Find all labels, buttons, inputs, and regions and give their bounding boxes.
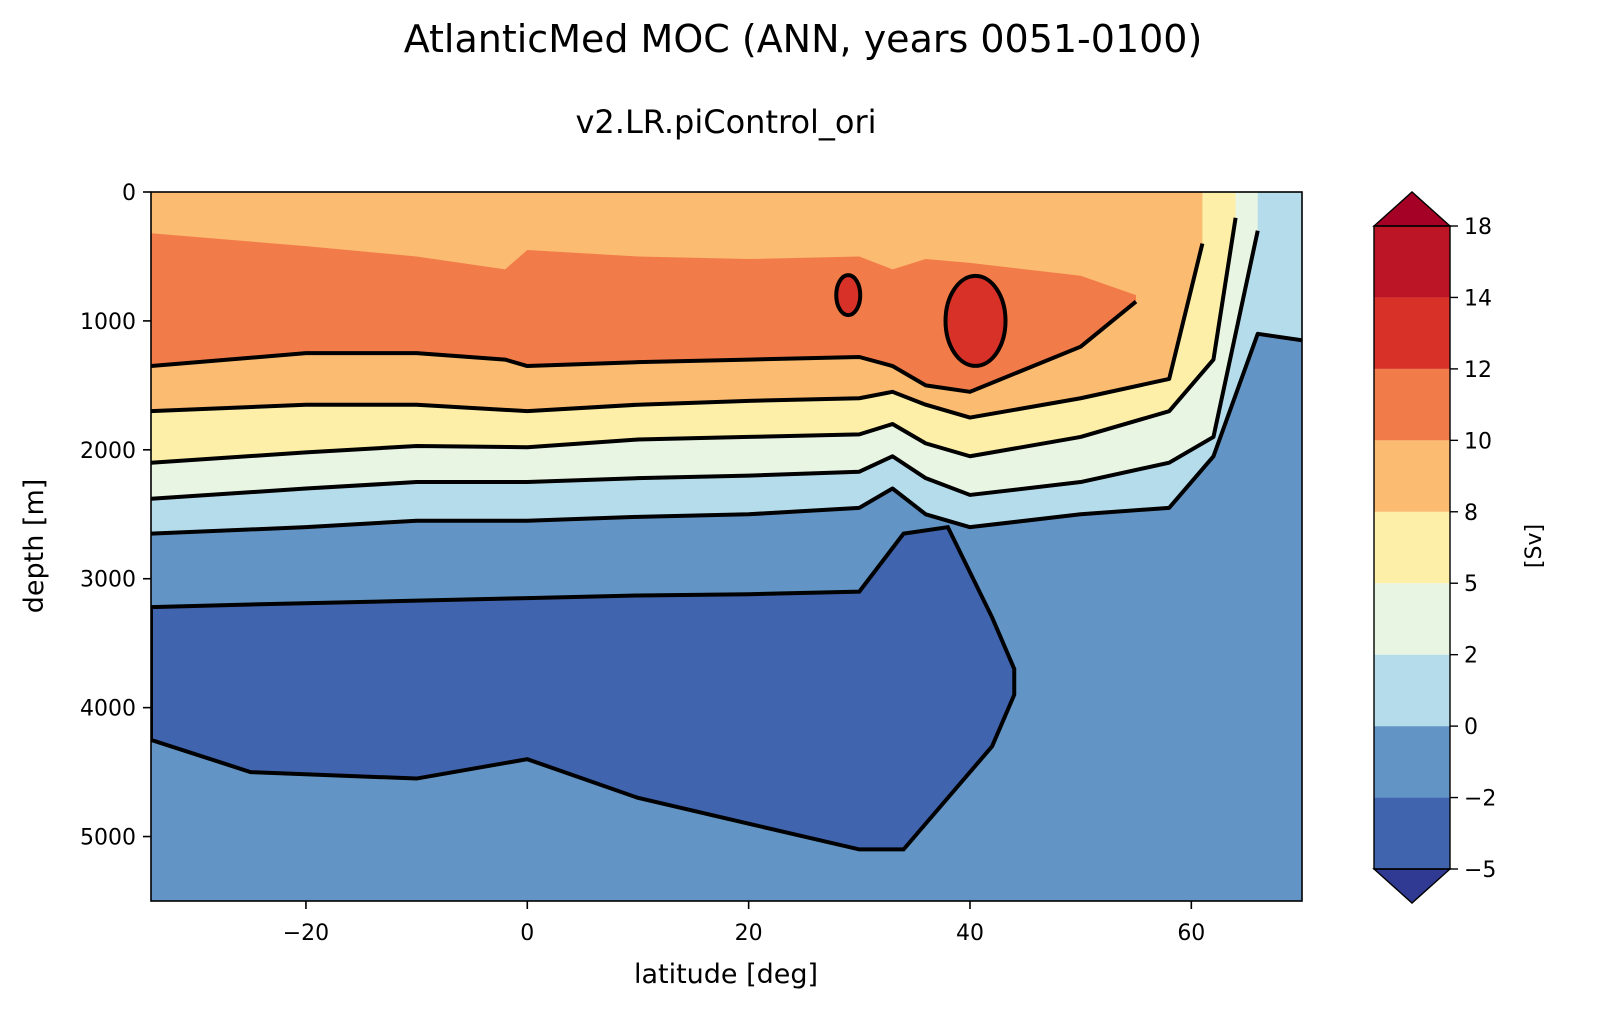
colorbar-tick-label: 12 [1464, 358, 1492, 383]
colorbar-segment [1374, 583, 1450, 655]
colorbar-tick-label: 18 [1464, 215, 1492, 240]
colorbar-tick-label: 2 [1464, 644, 1478, 669]
y-tick-label: 4000 [80, 697, 136, 722]
contour-line-10 [151, 300, 1138, 394]
y-axis-label: depth [m] [19, 479, 50, 614]
y-tick-label: 5000 [80, 826, 136, 851]
colorbar-tick-label: 5 [1464, 572, 1478, 597]
colorbar-tick-label: −2 [1464, 787, 1496, 812]
plot-area [151, 192, 1302, 901]
x-tick-label: 20 [735, 921, 763, 946]
contour-line-8 [151, 243, 1205, 420]
colorbar: −5 −2 0 2 5 8 10 12 14 18 [1372, 191, 1496, 904]
plot-frame [150, 191, 1303, 902]
contour-line-2 [151, 230, 1260, 501]
y-tick-label: 3000 [80, 568, 136, 593]
y-tick-label: 2000 [80, 439, 136, 464]
colorbar-label: [Sv] [1522, 524, 1547, 568]
colorbar-tick-label: 14 [1464, 286, 1492, 311]
colorbar-segment [1374, 440, 1450, 512]
core-max-1 [834, 273, 863, 318]
colorbar-segment [1374, 297, 1450, 369]
contour-line-0 [151, 331, 1302, 536]
colorbar-segment [1374, 368, 1450, 441]
colorbar-tick-label: 10 [1464, 429, 1492, 454]
contour-line-5 [151, 217, 1238, 465]
colorbar-segment [1374, 797, 1450, 869]
colorbar-segment [1374, 654, 1450, 727]
x-tick-label: 0 [520, 921, 534, 946]
colorbar-under-triangle [1372, 868, 1452, 904]
y-tick-label: 1000 [80, 310, 136, 335]
core-max-0 [943, 273, 1008, 368]
x-axis: −20 0 20 40 60 [283, 901, 1205, 946]
x-tick-label: 60 [1177, 921, 1205, 946]
colorbar-tick-label: 8 [1464, 501, 1478, 526]
colorbar-segment [1374, 511, 1450, 584]
colorbar-tick-label: −5 [1464, 858, 1496, 883]
negative-cell-region [151, 524, 1017, 852]
colorbar-segment [1374, 726, 1450, 798]
x-tick-label: 40 [956, 921, 984, 946]
colorbar-frame [1373, 225, 1451, 870]
x-tick-label: −20 [283, 921, 329, 946]
x-axis-label: latitude [deg] [634, 959, 818, 990]
colorbar-tick-label: 0 [1464, 715, 1478, 740]
chart-subtitle: v2.LR.piControl_ori [575, 103, 876, 141]
chart-title: AtlanticMed MOC (ANN, years 0051-0100) [404, 17, 1203, 61]
y-axis: 0 1000 2000 3000 4000 5000 [80, 181, 151, 851]
y-tick-label: 0 [122, 181, 136, 206]
colorbar-over-triangle [1372, 191, 1452, 227]
colorbar-segment [1374, 226, 1450, 298]
